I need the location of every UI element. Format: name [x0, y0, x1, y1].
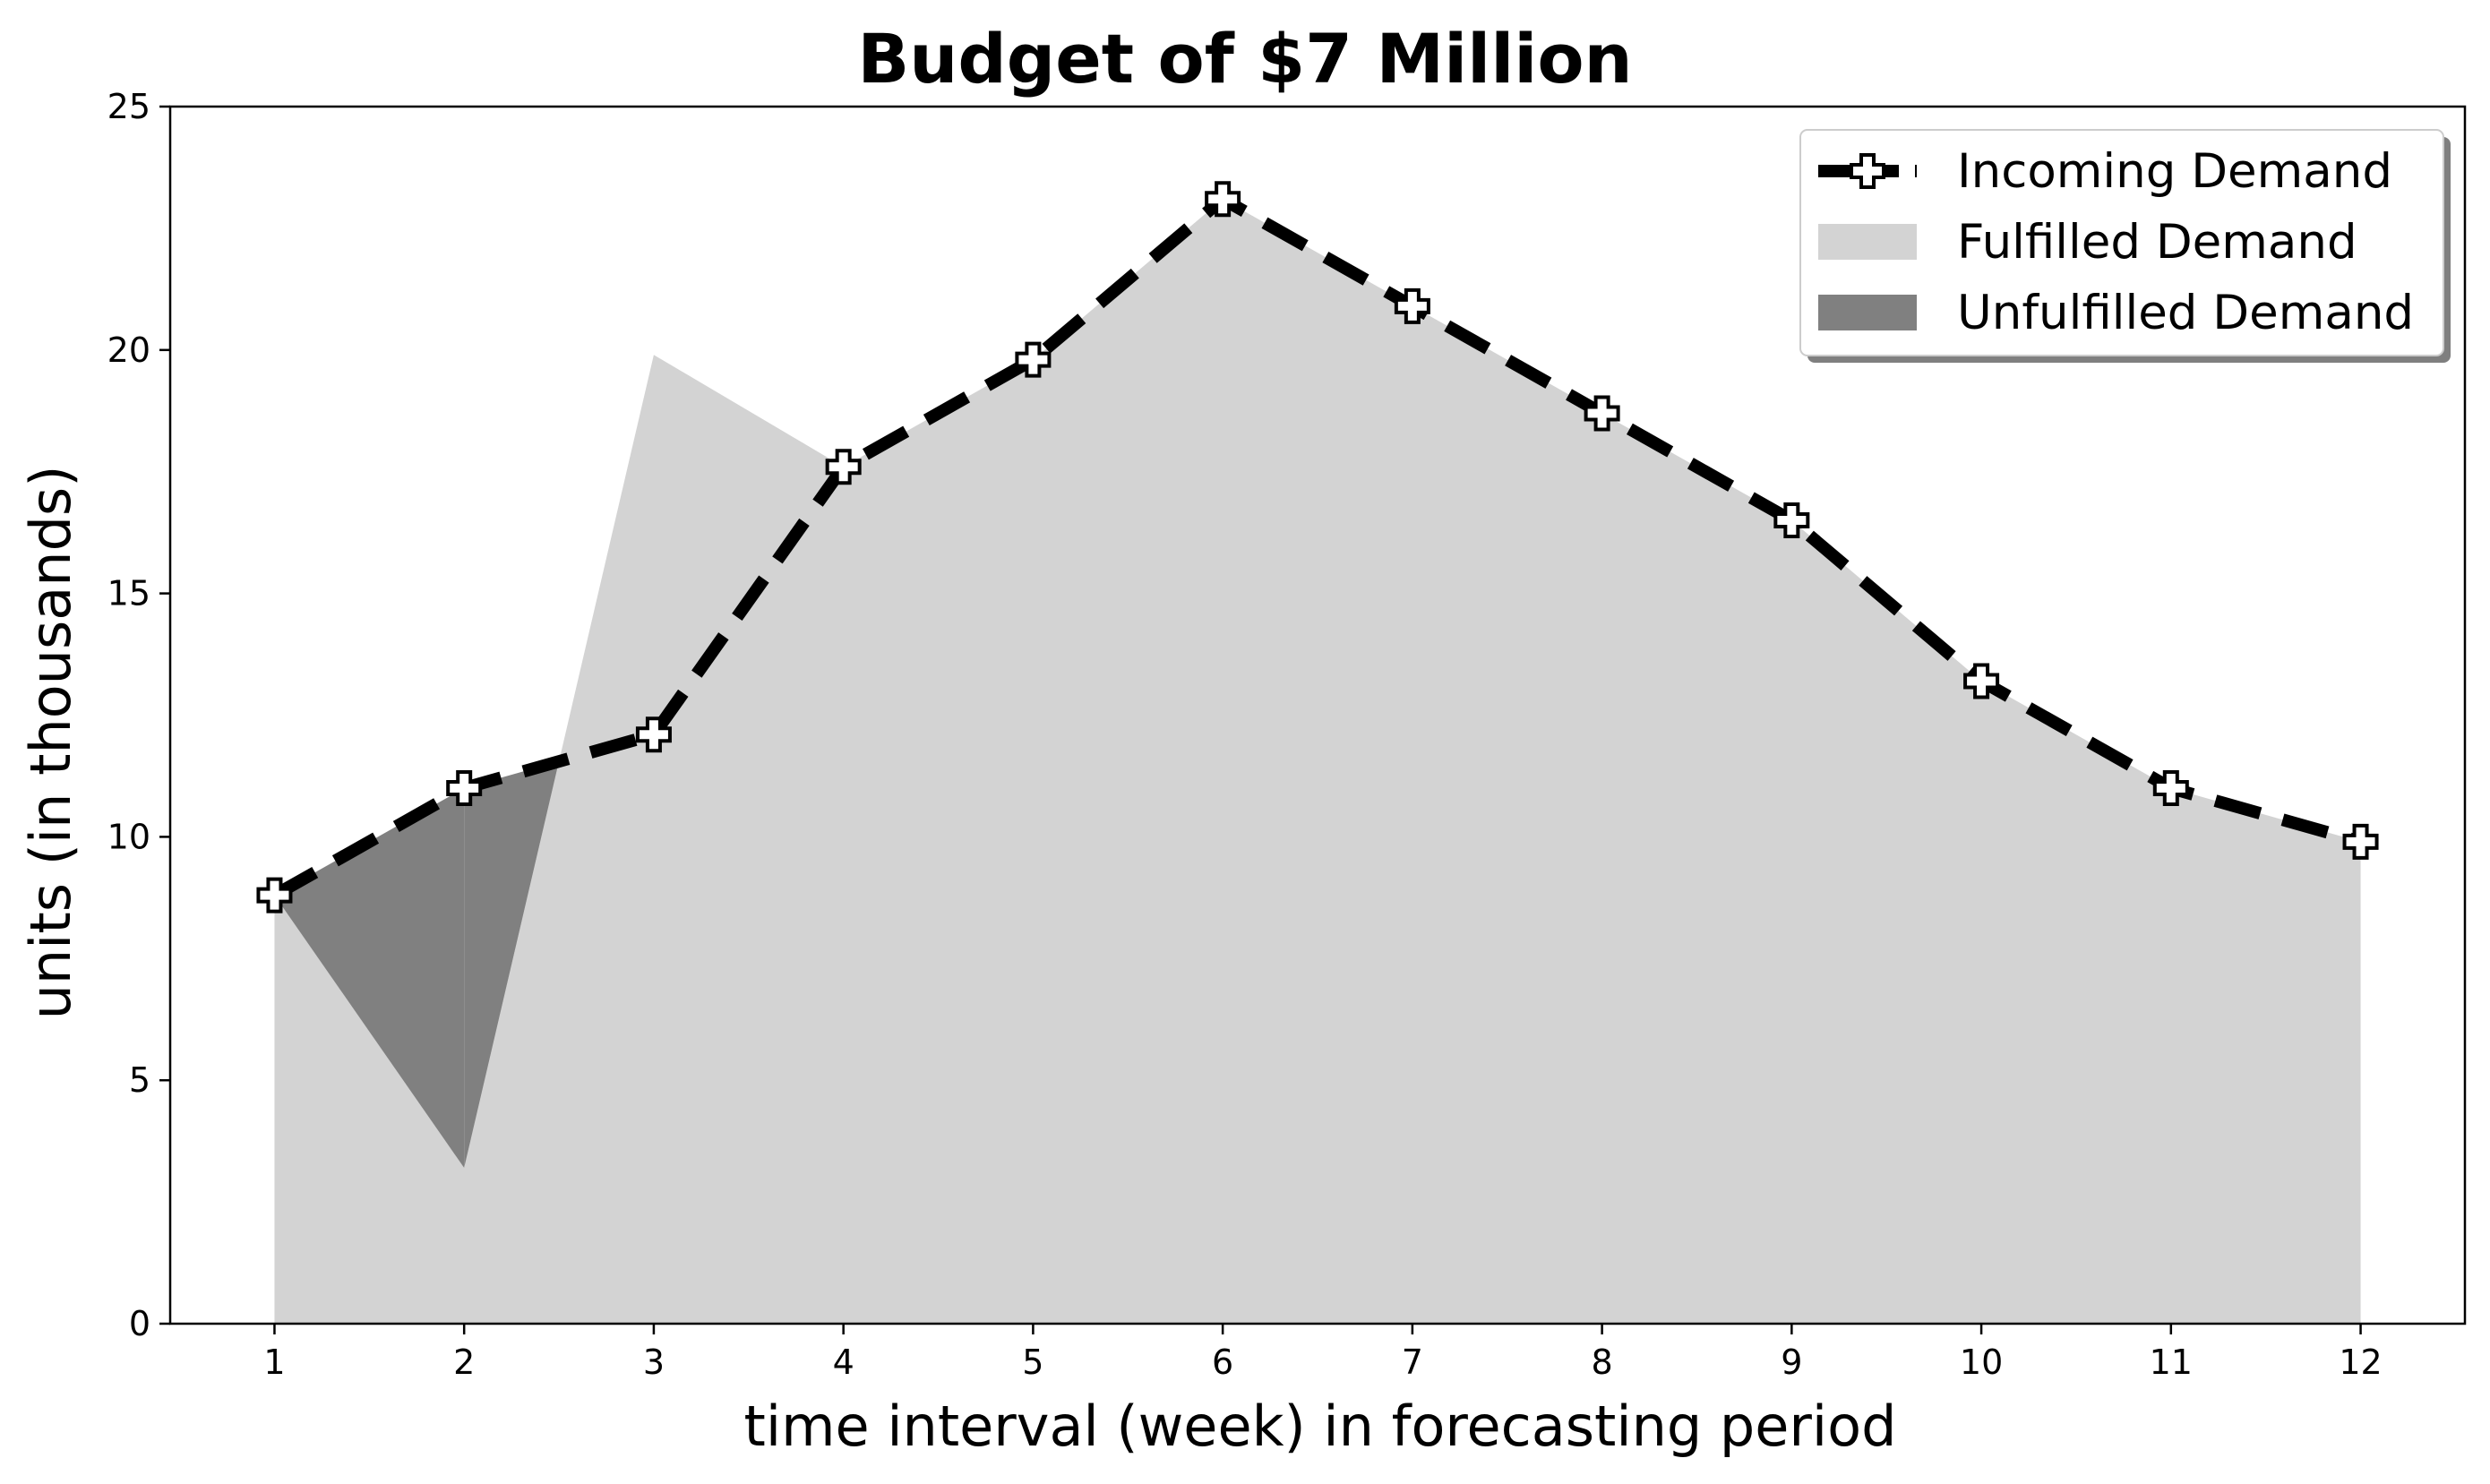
x-tick-label: 9: [1781, 1342, 1802, 1382]
incoming-demand-marker: [1584, 395, 1620, 432]
y-tick-label: 0: [129, 1304, 150, 1343]
incoming-demand-marker: [446, 770, 483, 807]
x-tick-label: 1: [263, 1342, 285, 1382]
x-tick-label: 7: [1402, 1342, 1423, 1382]
incoming-demand-marker: [1205, 181, 1241, 218]
x-tick-label: 4: [833, 1342, 854, 1382]
incoming-demand-marker: [1394, 287, 1430, 324]
incoming-demand-marker: [1963, 663, 2000, 699]
x-axis-label: time interval (week) in forecasting peri…: [744, 1394, 1897, 1459]
y-axis-label: units (in thousands): [18, 466, 83, 1020]
x-tick-label: 8: [1592, 1342, 1613, 1382]
legend-fulfilled-demand-swatch: [1818, 224, 1917, 260]
legend-box: [1799, 129, 2444, 356]
incoming-demand-line: [271, 193, 2363, 901]
y-tick-label: 5: [129, 1060, 150, 1100]
incoming-demand-marker: [256, 877, 293, 914]
legend-label-unfulfilled-demand: Unfulfilled Demand: [1957, 286, 2414, 340]
x-tick-label: 5: [1022, 1342, 1043, 1382]
legend-label-incoming-demand: Incoming Demand: [1957, 144, 2392, 199]
incoming-demand-marker: [2342, 823, 2379, 860]
plot-area: [256, 181, 2379, 1325]
plot-frame: [168, 105, 2467, 1325]
legend-label-fulfilled-demand: Fulfilled Demand: [1957, 215, 2357, 270]
chart-title: Budget of $7 Million: [857, 19, 1632, 99]
incoming-demand-marker: [1773, 502, 1810, 539]
legend: Incoming Demand Fulfilled Demand Unfulfill…: [1799, 129, 2451, 363]
legend-unfulfilled-demand-swatch: [1818, 295, 1917, 330]
incoming-demand-marker: [825, 449, 862, 485]
y-tick-label: 15: [107, 574, 150, 613]
y-tick-label: 25: [107, 87, 150, 126]
y-tick-label: 20: [107, 330, 150, 370]
y-tick-label: 10: [107, 817, 150, 856]
incoming-demand-marker: [2152, 770, 2189, 807]
x-tick-label: 2: [453, 1342, 475, 1382]
x-tick-label: 11: [2150, 1342, 2193, 1382]
x-tick-label: 3: [643, 1342, 665, 1382]
x-tick-label: 12: [2339, 1342, 2382, 1382]
x-tick-label: 10: [1960, 1342, 2003, 1382]
unfulfilled-demand-area: [464, 761, 560, 1169]
unfulfilled-demand-area: [274, 788, 465, 1169]
legend-incoming-demand-marker: [1850, 153, 1885, 189]
fulfilled-demand-area: [274, 199, 2361, 1325]
incoming-demand-marker: [635, 716, 672, 753]
x-tick-label: 6: [1212, 1342, 1233, 1382]
incoming-demand-marker: [1015, 341, 1052, 378]
